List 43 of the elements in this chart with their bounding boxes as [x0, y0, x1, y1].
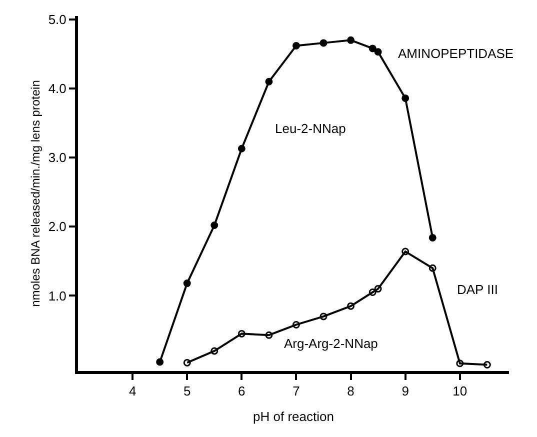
- point: [428, 234, 436, 242]
- point: [183, 358, 191, 366]
- annotation: Leu-2-NNap: [275, 121, 346, 136]
- y-axis-title: nmoles BNA released/min./mg lens protein: [28, 80, 43, 307]
- x-axis-title: pH of reaction: [253, 409, 334, 424]
- point: [292, 320, 300, 328]
- point: [265, 331, 273, 339]
- series-label: DAP III: [457, 282, 498, 297]
- point: [368, 44, 376, 52]
- x-tick-label: 6: [238, 384, 246, 399]
- y-tick-label: 2.0: [48, 219, 66, 234]
- y-tick-label: 1.0: [48, 288, 66, 304]
- annotation: Arg-Arg-2-NNap: [284, 336, 378, 351]
- point: [265, 78, 273, 86]
- series-label: AMINOPEPTIDASE: [398, 46, 514, 61]
- point: [483, 361, 491, 369]
- x-tick-label: 7: [292, 384, 300, 399]
- point: [292, 42, 300, 50]
- point: [347, 302, 355, 310]
- point: [428, 264, 436, 272]
- y-tick-label: 5.0: [48, 12, 66, 27]
- point: [210, 222, 218, 230]
- x-tick-label: 9: [402, 384, 409, 399]
- point: [238, 144, 246, 152]
- x-tick-label: 5: [183, 384, 191, 399]
- point: [374, 48, 382, 56]
- y-tick-label: 4.0: [48, 81, 66, 96]
- point: [320, 312, 328, 320]
- y-tick-label: 3.0: [48, 150, 66, 166]
- point: [183, 280, 191, 288]
- point: [402, 94, 410, 102]
- x-tick-label: 8: [347, 384, 354, 399]
- x-tick-label: 4: [128, 384, 136, 399]
- point: [402, 248, 410, 256]
- x-tick-label: 10: [452, 384, 468, 399]
- point: [456, 360, 464, 368]
- point: [238, 330, 246, 338]
- point: [156, 358, 164, 366]
- point: [320, 39, 328, 47]
- point: [210, 347, 218, 355]
- point: [374, 285, 382, 293]
- point: [347, 36, 355, 44]
- point: [368, 288, 376, 296]
